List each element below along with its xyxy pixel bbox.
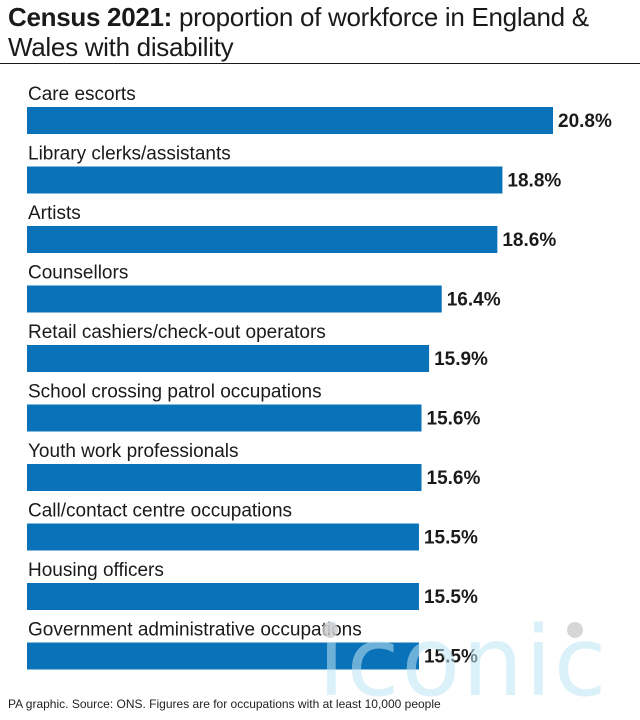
category-label: Counsellors xyxy=(28,263,128,284)
source-footnote: PA graphic. Source: ONS. Figures are for… xyxy=(8,697,441,711)
bar-group-artists: Artists 18.6% xyxy=(27,203,556,253)
bar-group-youth-work-professionals: Youth work professionals 15.6% xyxy=(27,441,480,491)
category-label: School crossing patrol occupations xyxy=(28,382,322,403)
bar-group-government-administrative-occupations: Government administrative occupations 15.… xyxy=(27,620,478,670)
value-label: 18.8% xyxy=(507,171,561,192)
bar xyxy=(27,226,498,253)
category-label: Retail cashiers/check-out operators xyxy=(28,322,326,343)
category-label: Artists xyxy=(28,203,81,224)
watermark-dot-left xyxy=(322,622,338,638)
bar xyxy=(27,345,430,372)
value-label: 15.5% xyxy=(424,647,478,668)
category-label: Library clerks/assistants xyxy=(28,144,231,165)
category-label: Housing officers xyxy=(28,560,164,581)
bar xyxy=(27,583,419,610)
bar xyxy=(27,523,419,551)
bar xyxy=(27,166,503,194)
chart-title-bold: Census 2021: xyxy=(8,2,173,32)
bar xyxy=(27,464,422,491)
bar xyxy=(27,285,442,313)
bar-group-care-escorts: Care escorts 20.8% xyxy=(27,84,612,134)
value-label: 15.5% xyxy=(424,528,478,549)
bar-chart: Care escorts 20.8% Library clerks/assistan… xyxy=(27,84,612,670)
value-label: 15.6% xyxy=(427,468,481,489)
bar-group-library-clerks-assistants: Library clerks/assistants 18.8% xyxy=(27,144,561,194)
bar xyxy=(27,404,422,432)
title-divider xyxy=(0,63,640,64)
chart-title: Census 2021: proportion of workforce in … xyxy=(8,2,633,62)
bar xyxy=(27,642,419,670)
watermark-dot-right xyxy=(567,622,583,638)
value-label: 20.8% xyxy=(558,111,612,132)
category-label: Youth work professionals xyxy=(28,441,239,462)
chart-title-rest: proportion of workforce in England & Wal… xyxy=(8,2,589,62)
bar xyxy=(27,107,553,134)
category-label: Care escorts xyxy=(28,84,136,105)
category-label: Government administrative occupations xyxy=(28,620,362,641)
bar-group-school-crossing-patrol-occupations: School crossing patrol occupations 15.6% xyxy=(27,382,480,432)
value-label: 16.4% xyxy=(447,290,501,311)
bar-group-retail-cashiers-check-out-operators: Retail cashiers/check-out operators 15.9% xyxy=(27,322,488,372)
value-label: 15.6% xyxy=(427,409,481,430)
value-label: 15.9% xyxy=(434,349,488,370)
value-label: 15.5% xyxy=(424,587,478,608)
bar-group-housing-officers: Housing officers 15.5% xyxy=(27,560,478,610)
category-label: Call/contact centre occupations xyxy=(28,501,292,522)
value-label: 18.6% xyxy=(502,230,556,251)
bar-group-counsellors: Counsellors 16.4% xyxy=(27,263,501,313)
bar-group-call-contact-centre-occupations: Call/contact centre occupations 15.5% xyxy=(27,501,478,551)
